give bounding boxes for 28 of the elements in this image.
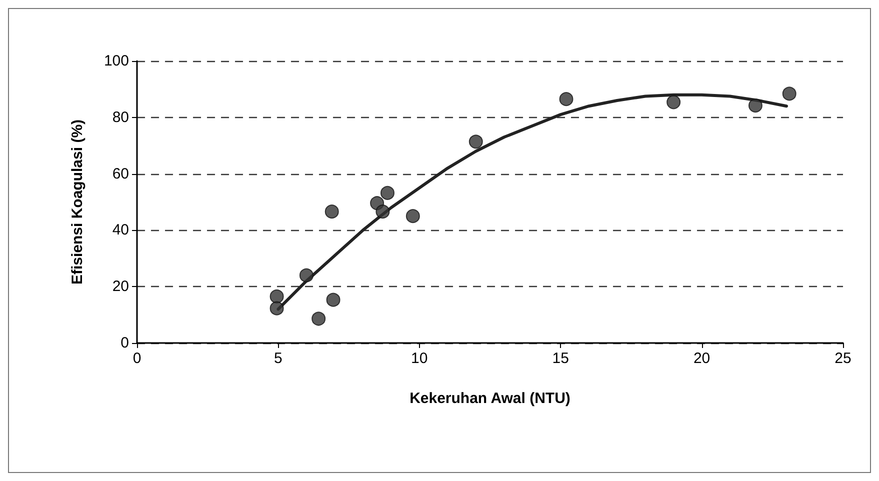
y-tick-label: 20: [112, 278, 129, 296]
x-tick-label: 5: [274, 350, 282, 367]
y-axis-title: Efisiensi Koagulasi (%): [69, 119, 86, 285]
x-tick-label: 20: [693, 350, 710, 367]
point: [312, 312, 326, 326]
y-tick-label: 80: [112, 108, 129, 126]
point: [782, 86, 796, 101]
point: [376, 204, 390, 219]
y-tick-label: 100: [104, 52, 129, 70]
point: [748, 98, 762, 113]
point: [666, 95, 681, 110]
x-tick-label: 15: [552, 350, 569, 367]
point: [270, 301, 284, 316]
point: [380, 186, 394, 200]
x-axis-title: Kekeruhan Awal (NTU): [410, 390, 570, 407]
point: [326, 292, 340, 307]
point: [406, 209, 420, 224]
x-tick-label: 0: [132, 350, 142, 367]
x-tick-label: 10: [411, 350, 428, 367]
point: [270, 289, 284, 304]
point: [324, 204, 339, 219]
point: [559, 92, 574, 106]
y-tick-label: 0: [120, 334, 129, 352]
x-tick-label: 25: [834, 350, 852, 367]
y-tick-label: 60: [112, 165, 129, 182]
point: [299, 268, 314, 282]
y-tick-label: 40: [112, 222, 129, 239]
point: [468, 134, 483, 149]
